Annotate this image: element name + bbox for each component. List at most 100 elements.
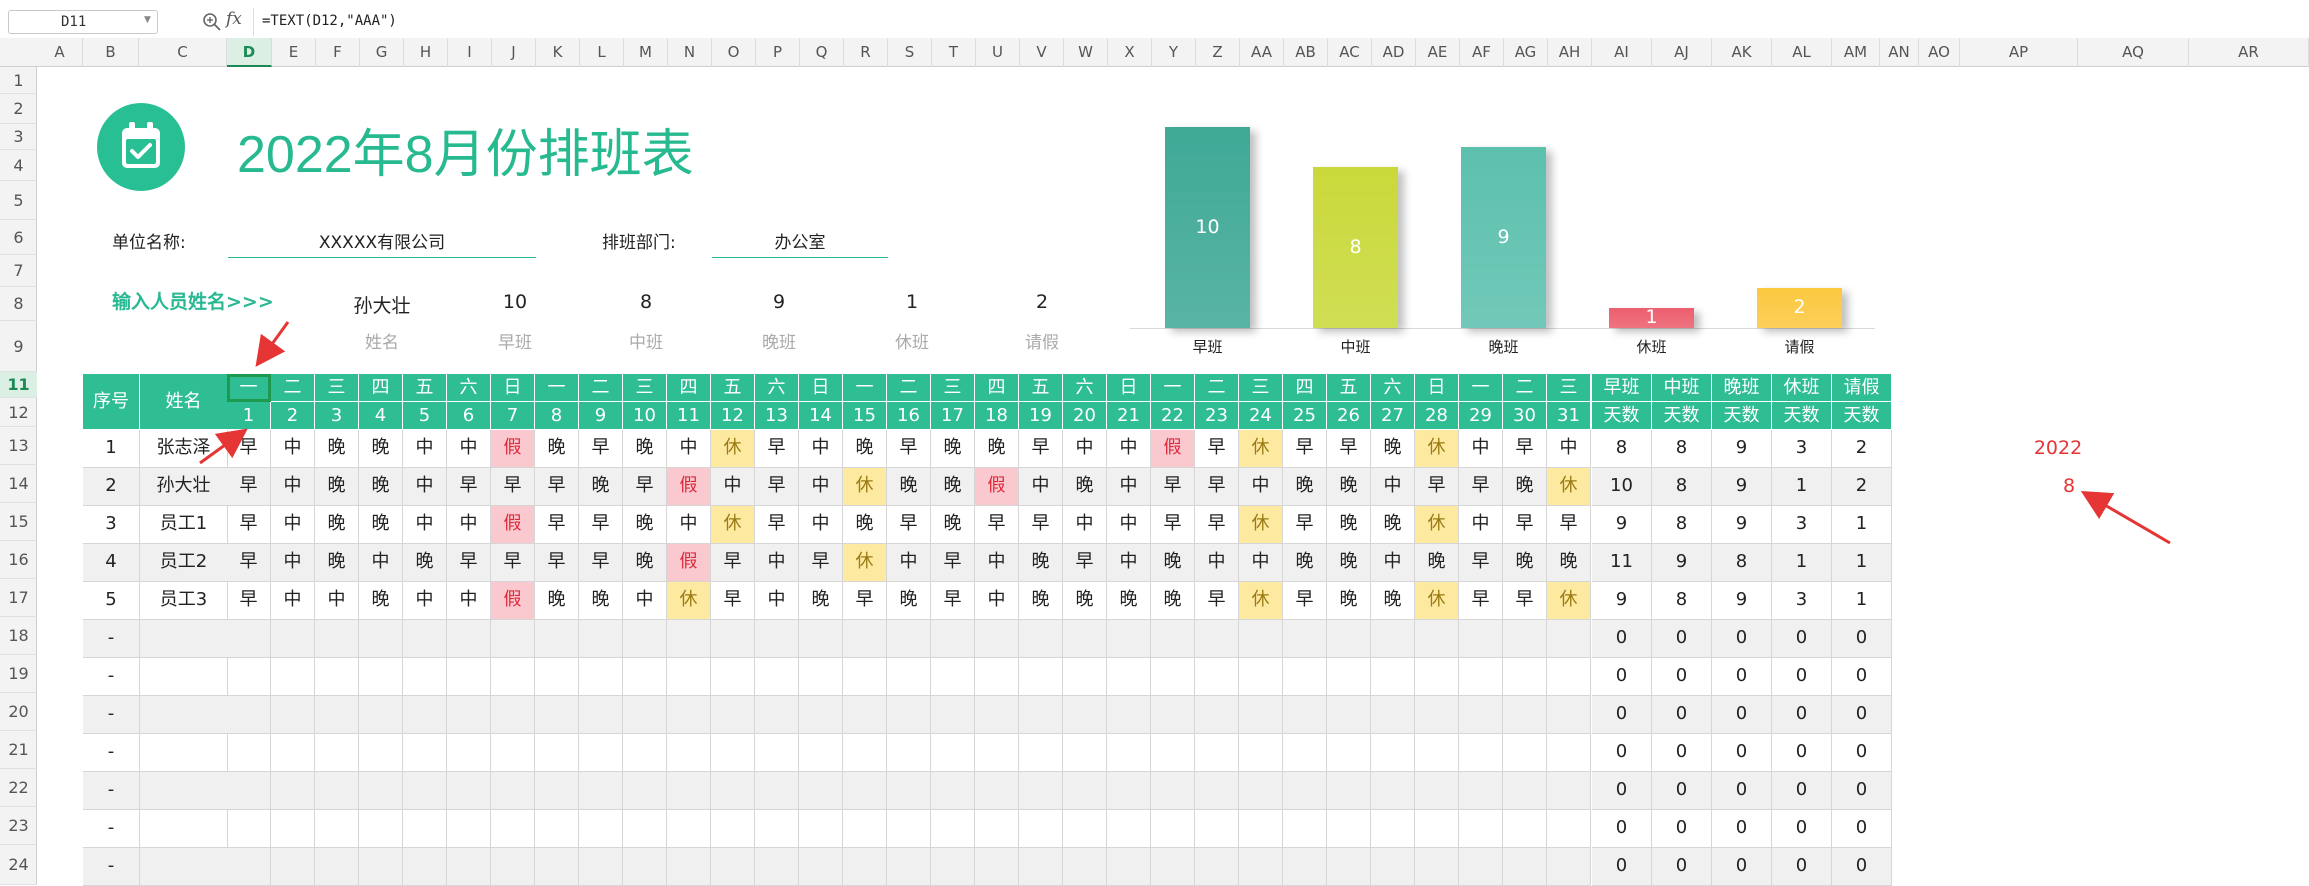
column-header-m[interactable]: M <box>624 38 668 67</box>
column-header-s[interactable]: S <box>888 38 932 67</box>
shift-cell[interactable]: 中 <box>1547 430 1591 468</box>
shift-cell[interactable] <box>271 810 315 848</box>
shift-cell[interactable]: 中 <box>799 468 843 506</box>
shift-cell[interactable]: 早 <box>1283 582 1327 620</box>
shift-cell[interactable]: 早 <box>1459 544 1503 582</box>
shift-cell[interactable] <box>975 848 1019 886</box>
shift-cell[interactable]: 晚 <box>359 468 403 506</box>
shift-cell[interactable] <box>1063 658 1107 696</box>
employee-name[interactable] <box>140 810 228 848</box>
shift-cell[interactable] <box>227 810 271 848</box>
column-header-z[interactable]: Z <box>1196 38 1240 67</box>
shift-cell[interactable]: 晚 <box>799 582 843 620</box>
shift-cell[interactable]: 晚 <box>1107 582 1151 620</box>
shift-cell[interactable] <box>799 620 843 658</box>
shift-cell[interactable]: 假 <box>491 506 535 544</box>
shift-cell[interactable]: 早 <box>1195 430 1239 468</box>
shift-cell[interactable]: 晚 <box>359 506 403 544</box>
shift-cell[interactable]: 假 <box>975 468 1019 506</box>
name-box[interactable]: D11 <box>8 10 158 34</box>
column-header-y[interactable]: Y <box>1152 38 1196 67</box>
formula-input[interactable]: =TEXT(D12,"AAA") <box>253 8 2303 36</box>
shift-cell[interactable] <box>1327 620 1371 658</box>
shift-cell[interactable] <box>623 734 667 772</box>
shift-cell[interactable] <box>623 848 667 886</box>
shift-cell[interactable] <box>271 772 315 810</box>
shift-cell[interactable]: 晚 <box>931 506 975 544</box>
shift-cell[interactable]: 早 <box>491 544 535 582</box>
shift-cell[interactable]: 休 <box>1547 468 1591 506</box>
row-header-11[interactable]: 11 <box>0 372 37 398</box>
shift-cell[interactable] <box>975 734 1019 772</box>
shift-cell[interactable]: 早 <box>1459 468 1503 506</box>
shift-cell[interactable]: 早 <box>1063 544 1107 582</box>
shift-cell[interactable]: 中 <box>1019 468 1063 506</box>
shift-cell[interactable]: 晚 <box>623 544 667 582</box>
shift-cell[interactable] <box>1019 848 1063 886</box>
column-header-a[interactable]: A <box>37 38 83 67</box>
shift-cell[interactable]: 早 <box>227 468 271 506</box>
shift-cell[interactable] <box>843 772 887 810</box>
shift-cell[interactable]: 休 <box>843 544 887 582</box>
shift-cell[interactable]: 早 <box>1195 506 1239 544</box>
shift-cell[interactable]: 早 <box>447 468 491 506</box>
shift-cell[interactable] <box>227 848 271 886</box>
shift-cell[interactable]: 中 <box>271 468 315 506</box>
shift-cell[interactable]: 中 <box>623 582 667 620</box>
shift-cell[interactable]: 早 <box>711 544 755 582</box>
shift-cell[interactable] <box>447 772 491 810</box>
shift-cell[interactable]: 中 <box>447 430 491 468</box>
shift-cell[interactable]: 假 <box>491 582 535 620</box>
column-header-l[interactable]: L <box>580 38 624 67</box>
shift-cell[interactable] <box>799 696 843 734</box>
shift-cell[interactable]: 早 <box>755 430 799 468</box>
stat-value-0[interactable]: 孙大壮 <box>353 295 411 317</box>
shift-cell[interactable] <box>447 620 491 658</box>
shift-cell[interactable] <box>623 620 667 658</box>
shift-cell[interactable]: 假 <box>491 430 535 468</box>
shift-cell[interactable]: 早 <box>931 544 975 582</box>
shift-cell[interactable] <box>491 696 535 734</box>
shift-cell[interactable] <box>799 734 843 772</box>
shift-cell[interactable] <box>755 658 799 696</box>
shift-cell[interactable] <box>535 772 579 810</box>
shift-cell[interactable] <box>1107 696 1151 734</box>
shift-cell[interactable] <box>1327 772 1371 810</box>
unit-value[interactable]: XXXXX有限公司 <box>318 233 446 253</box>
shift-cell[interactable] <box>1327 658 1371 696</box>
column-header-h[interactable]: H <box>404 38 448 67</box>
shift-cell[interactable]: 中 <box>403 582 447 620</box>
shift-cell[interactable]: 晚 <box>579 468 623 506</box>
shift-cell[interactable] <box>579 620 623 658</box>
shift-cell[interactable]: 中 <box>975 582 1019 620</box>
shift-cell[interactable] <box>887 620 931 658</box>
shift-cell[interactable] <box>1459 658 1503 696</box>
shift-cell[interactable]: 早 <box>491 468 535 506</box>
shift-cell[interactable] <box>1019 620 1063 658</box>
shift-cell[interactable] <box>315 734 359 772</box>
shift-cell[interactable]: 晚 <box>1327 544 1371 582</box>
column-header-ag[interactable]: AG <box>1504 38 1548 67</box>
shift-cell[interactable] <box>711 848 755 886</box>
shift-cell[interactable] <box>1019 658 1063 696</box>
shift-cell[interactable]: 晚 <box>315 506 359 544</box>
shift-cell[interactable] <box>1459 734 1503 772</box>
column-header-am[interactable]: AM <box>1832 38 1880 67</box>
shift-cell[interactable]: 中 <box>711 468 755 506</box>
shift-cell[interactable] <box>931 848 975 886</box>
column-header-ab[interactable]: AB <box>1284 38 1328 67</box>
shift-cell[interactable]: 中 <box>1239 468 1283 506</box>
shift-cell[interactable] <box>1195 658 1239 696</box>
shift-cell[interactable]: 早 <box>579 430 623 468</box>
shift-cell[interactable]: 中 <box>403 468 447 506</box>
shift-cell[interactable]: 假 <box>667 468 711 506</box>
shift-cell[interactable] <box>535 658 579 696</box>
shift-cell[interactable] <box>1547 810 1591 848</box>
shift-cell[interactable] <box>799 848 843 886</box>
shift-cell[interactable] <box>887 848 931 886</box>
column-header-n[interactable]: N <box>668 38 712 67</box>
shift-cell[interactable] <box>975 810 1019 848</box>
shift-cell[interactable]: 中 <box>447 582 491 620</box>
shift-cell[interactable]: 中 <box>271 506 315 544</box>
shift-cell[interactable]: 中 <box>1063 506 1107 544</box>
